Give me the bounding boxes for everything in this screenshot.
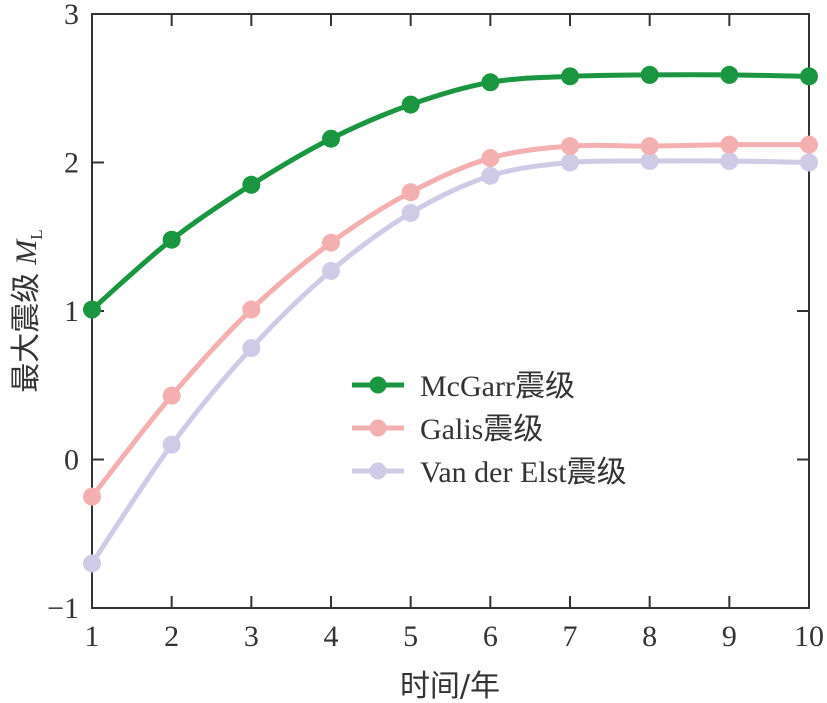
data-point (481, 166, 500, 185)
legend-item-2: Van der Elst震级 (352, 456, 627, 489)
series-0 (83, 65, 818, 319)
y-axis-title: 最大震级 ML (9, 229, 46, 392)
data-point (401, 203, 420, 222)
data-point (640, 65, 659, 84)
legend: McGarr震级 Galis震级 Van der Elst震级 (352, 370, 627, 489)
plot-frame (91, 13, 810, 609)
data-point (640, 152, 659, 171)
data-point (162, 386, 181, 405)
data-point (322, 233, 340, 252)
x-tick-label: 5 (403, 620, 418, 653)
y-tick-label: −1 (47, 592, 79, 625)
svg-text:最大震级ML: 最大震级 ML (9, 229, 46, 392)
x-axis-title: 时间/年 (400, 669, 500, 703)
x-tick-label: 10 (794, 620, 824, 653)
y-axis-title-subscript: L (27, 229, 46, 239)
x-tick-label: 6 (483, 620, 498, 653)
x-tick-label: 3 (244, 620, 259, 653)
data-point (481, 149, 500, 168)
data-point (401, 183, 420, 202)
data-point (83, 554, 101, 573)
data-point (242, 175, 261, 194)
data-point (242, 339, 261, 358)
data-point (800, 135, 818, 154)
data-point (720, 135, 739, 154)
data-point (561, 67, 579, 86)
data-point (561, 137, 579, 156)
legend-label-galis: Galis震级 (420, 413, 543, 446)
y-tick-label: 0 (64, 444, 79, 477)
data-point (800, 153, 818, 172)
x-tick-label: 9 (722, 620, 737, 653)
data-point (322, 261, 340, 280)
legend-item-1: Galis震级 (352, 413, 543, 446)
series-layer (83, 65, 818, 573)
x-tick-label: 4 (324, 620, 339, 653)
x-tick-label: 1 (85, 620, 100, 653)
y-tick-label: 2 (64, 147, 79, 180)
data-point (401, 95, 420, 114)
axis-ticks: −1 0 1 2 3 1 2 3 4 5 6 7 8 9 10 (47, 0, 824, 653)
data-point (481, 73, 500, 92)
data-point (162, 230, 181, 249)
y-tick-label: 3 (64, 0, 79, 31)
legend-item-0: McGarr震级 (352, 370, 575, 403)
y-axis-title-symbol: M (10, 238, 43, 266)
data-point (720, 65, 739, 84)
series-line (89, 158, 810, 565)
data-point (162, 435, 181, 454)
data-point (561, 153, 579, 172)
y-axis-title-text: 最大震级 (9, 273, 44, 393)
legend-marker-2 (369, 462, 387, 480)
x-tick-label: 8 (642, 620, 657, 653)
legend-marker-1 (369, 419, 387, 437)
data-point (322, 129, 340, 148)
legend-label-mcgarr: McGarr震级 (420, 370, 575, 403)
y-tick-label: 1 (64, 295, 79, 328)
series-1 (83, 135, 818, 506)
data-point (83, 300, 101, 319)
legend-marker-0 (369, 376, 387, 394)
data-point (83, 487, 101, 506)
legend-label-van-der-elst: Van der Elst震级 (420, 456, 627, 489)
data-point (242, 300, 261, 319)
series-2 (83, 152, 818, 573)
data-point (640, 137, 659, 156)
x-tick-label: 7 (563, 620, 578, 653)
data-point (800, 67, 818, 86)
x-tick-label: 2 (164, 620, 179, 653)
data-point (720, 152, 739, 171)
series-line (90, 72, 810, 312)
